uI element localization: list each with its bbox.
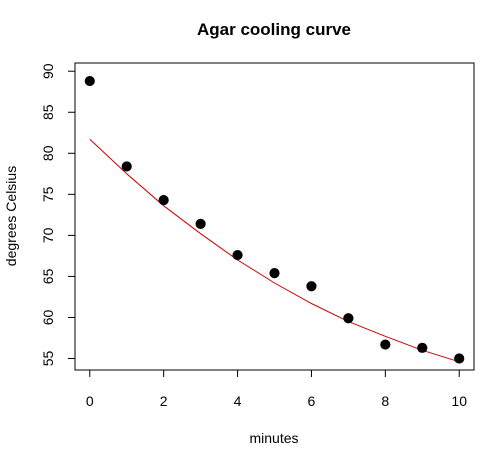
x-tick-label: 8	[381, 393, 389, 409]
data-point	[343, 313, 354, 324]
data-point	[121, 161, 132, 172]
chart-title: Agar cooling curve	[197, 20, 351, 39]
data-point	[417, 342, 428, 353]
data-point	[306, 281, 317, 292]
y-axis: 55 60 65 70 75 80 85 90	[40, 63, 76, 367]
y-tick-label: 55	[40, 351, 56, 367]
plot-frame	[74, 62, 475, 371]
data-point	[195, 218, 206, 229]
x-axis-label: minutes	[249, 430, 298, 446]
y-tick-label: 85	[40, 104, 56, 120]
data-points-layer	[84, 75, 465, 364]
y-axis-label: degrees Celsius	[3, 166, 19, 266]
x-tick-label: 4	[234, 393, 242, 409]
x-tick-label: 0	[86, 393, 94, 409]
data-point	[454, 353, 465, 364]
data-point	[269, 268, 280, 279]
data-point	[232, 249, 243, 261]
fitted-curve-layer	[89, 138, 460, 363]
data-point	[380, 339, 391, 350]
x-tick-label: 10	[451, 393, 467, 409]
data-point	[84, 75, 95, 87]
data-point	[158, 194, 169, 206]
y-tick-label: 80	[40, 145, 56, 161]
y-tick-label: 90	[40, 63, 56, 79]
x-axis: 0 2 4 6 8 10	[86, 369, 467, 409]
y-tick-label: 60	[40, 309, 56, 325]
x-tick-label: 2	[160, 393, 168, 409]
y-tick-label: 65	[40, 268, 56, 284]
y-tick-label: 70	[40, 227, 56, 243]
x-tick-label: 6	[308, 393, 316, 409]
fitted-curve	[89, 138, 460, 363]
y-tick-label: 75	[40, 186, 56, 202]
